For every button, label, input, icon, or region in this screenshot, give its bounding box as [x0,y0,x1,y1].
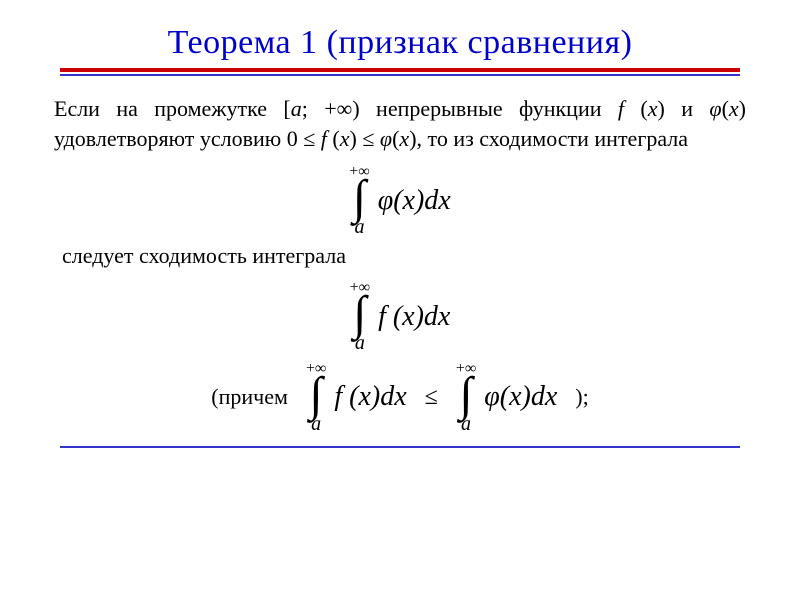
slide-title: Теорема 1 (признак сравнения) [48,24,752,62]
integral-f-left: +∞ ∫ a f (x)dx [306,361,407,434]
integral-sign-icon: ∫ [459,375,472,416]
integrand: f (x)dx [374,303,450,331]
title-rule-red [60,68,740,72]
integral-f: +∞ ∫ a f (x)dx [48,279,752,353]
text: ), то из сходимости интеграла [409,126,688,151]
lower-limit: a [355,217,365,237]
inequality-tail: ); [575,384,588,410]
integral-limits: +∞ ∫ a [456,361,476,434]
lower-limit: a [311,414,321,434]
slide: Теорема 1 (признак сравнения) Если на пр… [0,0,800,600]
footer-rule-blue [60,446,740,448]
theorem-conclusion: следует сходимость интеграла [62,243,746,269]
integrand: φ(x)dx [480,383,557,411]
integral-limits: +∞ ∫ a [349,164,369,237]
text: ) ≤ [350,126,380,151]
integral-limits: +∞ ∫ a [350,280,370,353]
integral-sign-icon: ∫ [353,294,366,335]
title-rule-blue [60,74,740,76]
var-x: x [648,96,658,121]
lower-limit: a [461,414,471,434]
var-x: x [729,96,739,121]
integral-sign-icon: ∫ [310,375,323,416]
fn-f: f [618,96,641,121]
le-symbol: ≤ [425,384,438,411]
var-a: a [291,96,302,121]
integral-phi-right: +∞ ∫ a φ(x)dx [456,361,557,434]
inequality-lead: (причем [211,384,288,410]
var-x: x [399,126,409,151]
fn-f: f [321,126,333,151]
fn-phi: φ [380,126,392,151]
text: ( [722,96,729,121]
integrand: f (x)dx [330,383,406,411]
text: ( [332,126,339,151]
integral-phi: +∞ ∫ a φ(x)dx [48,163,752,237]
fn-phi: φ [709,96,721,121]
text: ( [640,96,647,121]
lower-limit: a [355,333,365,353]
text: Если на промежутке [ [54,96,291,121]
var-x: x [340,126,350,151]
text: ; +∞) непрерывные функции [302,96,618,121]
theorem-premise: Если на промежутке [a; +∞) непрерывные ф… [54,94,746,153]
integrand: φ(x)dx [374,187,451,215]
text: ) и [658,96,710,121]
integral-limits: +∞ ∫ a [306,361,326,434]
inequality-row: (причем +∞ ∫ a f (x)dx ≤ +∞ ∫ a φ(x)dx )… [48,361,752,434]
integral-sign-icon: ∫ [353,178,366,219]
